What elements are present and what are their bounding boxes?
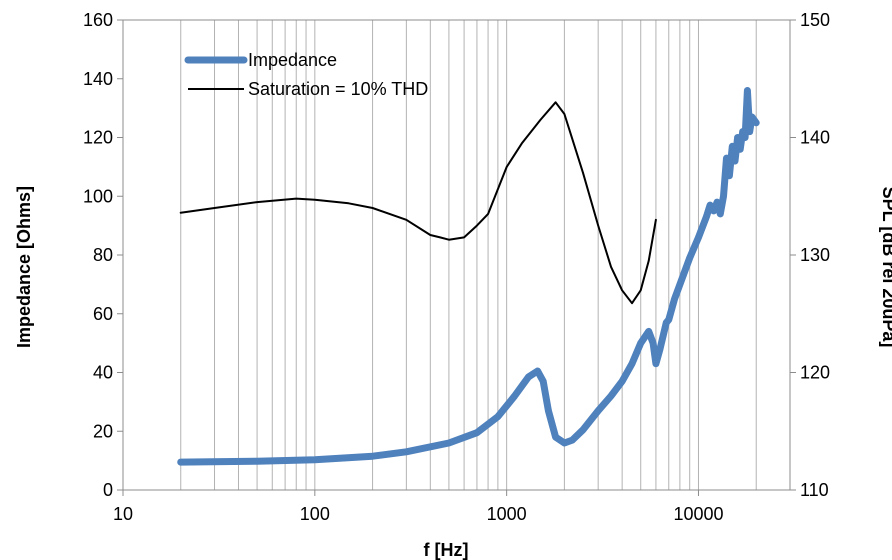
tick-labels: 0 20 40 60 80 100 120 140 160 110 120 130 140 150 10 10…	[83, 10, 830, 524]
y2-tick-label: 140	[800, 128, 830, 148]
y-tick-label: 120	[83, 128, 113, 148]
y2-tick-label: 130	[800, 245, 830, 265]
y-tick-label: 0	[103, 480, 113, 500]
y-tick-label: 100	[83, 186, 113, 206]
y2-tick-label: 110	[800, 480, 829, 500]
grid	[122, 20, 791, 490]
legend-label-impedance: Impedance	[248, 50, 337, 70]
y2-axis-title: SPL [dB rel 20uPa]	[879, 187, 892, 348]
y-tick-label: 40	[93, 363, 113, 383]
x-axis-title: f [Hz]	[424, 540, 469, 560]
legend: Impedance Saturation = 10% THD	[184, 50, 428, 99]
x-tick-label: 100	[300, 504, 330, 524]
legend-label-saturation: Saturation = 10% THD	[248, 79, 428, 99]
x-tick-label: 10	[113, 504, 133, 524]
y2-tick-label: 120	[800, 363, 830, 383]
x-tick-label: 10000	[673, 504, 723, 524]
saturation-line	[179, 101, 657, 305]
series	[177, 87, 760, 466]
impedance-line	[177, 87, 760, 466]
y-tick-label: 20	[93, 421, 113, 441]
x-tick-label: 1000	[487, 504, 527, 524]
y-tick-label: 160	[83, 10, 113, 30]
y-tick-label: 60	[93, 304, 113, 324]
y-tick-label: 140	[83, 69, 113, 89]
y-tick-label: 80	[93, 245, 113, 265]
y2-tick-label: 150	[800, 10, 830, 30]
axes	[117, 19, 796, 496]
y-axis-title: Impedance [Ohms]	[14, 186, 34, 348]
